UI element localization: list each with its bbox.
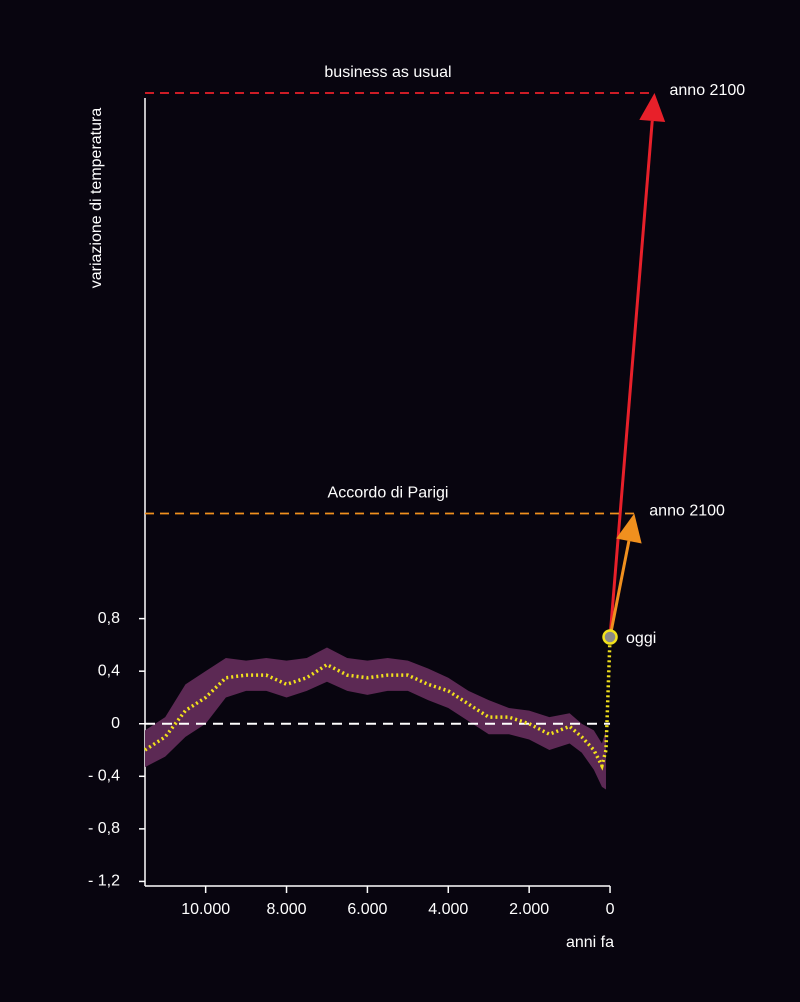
x-tick-label: 2.000	[509, 901, 549, 918]
y-tick-label: 0,8	[98, 610, 120, 627]
y-tick-label: - 0,8	[88, 820, 120, 837]
reference-label: Accordo di Parigi	[328, 485, 449, 502]
y-tick-label: - 0,4	[88, 768, 120, 785]
today-point	[602, 629, 618, 645]
x-tick-label: 10.000	[181, 901, 230, 918]
y-axis-label: variazione di temperatura	[88, 108, 105, 289]
today-label: oggi	[626, 630, 656, 647]
reference-label: business as usual	[324, 64, 451, 81]
mean-line	[144, 636, 612, 771]
arrow-head	[616, 513, 642, 544]
y-tick-label: 0,4	[98, 662, 120, 679]
x-axis-label: anni fa	[566, 934, 614, 951]
x-tick-label: 6.000	[347, 901, 387, 918]
x-tick-label: 0	[606, 901, 615, 918]
scenario-arrow	[608, 120, 654, 638]
y-tick-label: 0	[111, 715, 120, 732]
x-tick-label: 4.000	[428, 901, 468, 918]
uncertainty-band	[145, 647, 606, 790]
scenario-arrow	[608, 540, 631, 638]
scenario-end-label: anno 2100	[649, 503, 725, 520]
y-tick-label: - 1,2	[88, 873, 120, 890]
scenario-end-label: anno 2100	[670, 82, 746, 99]
arrow-head	[639, 93, 666, 122]
x-tick-label: 8.000	[267, 901, 307, 918]
